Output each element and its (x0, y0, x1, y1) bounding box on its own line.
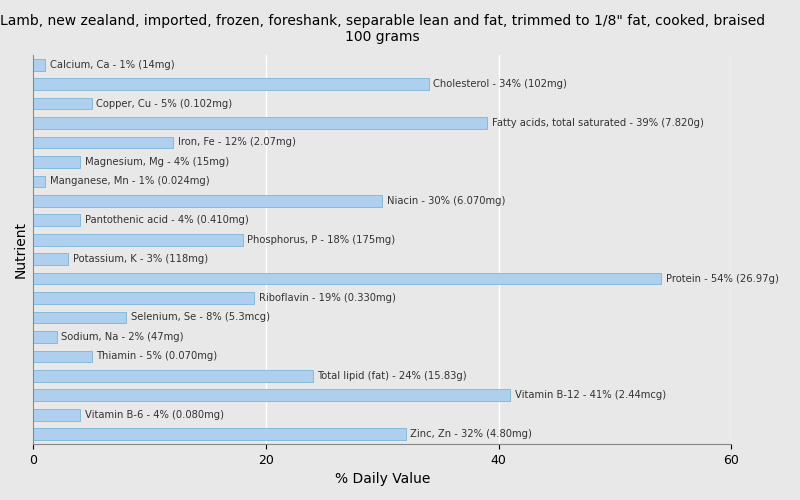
Bar (34, 331, 57, 342)
Bar (34, 234, 242, 245)
Y-axis label: Nutrient: Nutrient (14, 221, 28, 278)
Text: Potassium, K - 3% (118mg): Potassium, K - 3% (118mg) (73, 254, 208, 264)
Bar (34, 59, 45, 70)
Bar (34, 409, 80, 420)
Text: Vitamin B-12 - 41% (2.44mcg): Vitamin B-12 - 41% (2.44mcg) (515, 390, 666, 400)
X-axis label: % Daily Value: % Daily Value (334, 472, 430, 486)
Bar (34, 214, 80, 226)
Bar (34, 292, 254, 304)
Title: Lamb, new zealand, imported, frozen, foreshank, separable lean and fat, trimmed : Lamb, new zealand, imported, frozen, for… (0, 14, 765, 44)
Text: Cholesterol - 34% (102mg): Cholesterol - 34% (102mg) (434, 79, 567, 89)
Bar (34, 312, 126, 324)
Bar (34, 428, 406, 440)
Bar (34, 272, 662, 284)
Text: Magnesium, Mg - 4% (15mg): Magnesium, Mg - 4% (15mg) (85, 157, 229, 167)
Bar (34, 370, 313, 382)
Text: Riboflavin - 19% (0.330mg): Riboflavin - 19% (0.330mg) (259, 293, 396, 303)
Bar (34, 176, 45, 187)
Text: Thiamin - 5% (0.070mg): Thiamin - 5% (0.070mg) (96, 352, 218, 362)
Text: Manganese, Mn - 1% (0.024mg): Manganese, Mn - 1% (0.024mg) (50, 176, 210, 186)
Bar (34, 390, 510, 401)
Text: Pantothenic acid - 4% (0.410mg): Pantothenic acid - 4% (0.410mg) (85, 215, 248, 225)
Text: Zinc, Zn - 32% (4.80mg): Zinc, Zn - 32% (4.80mg) (410, 429, 532, 439)
Bar (34, 117, 487, 129)
Text: Protein - 54% (26.97g): Protein - 54% (26.97g) (666, 274, 779, 283)
Text: Vitamin B-6 - 4% (0.080mg): Vitamin B-6 - 4% (0.080mg) (85, 410, 224, 420)
Text: Fatty acids, total saturated - 39% (7.820g): Fatty acids, total saturated - 39% (7.82… (491, 118, 703, 128)
Text: Total lipid (fat) - 24% (15.83g): Total lipid (fat) - 24% (15.83g) (317, 371, 466, 381)
Text: Selenium, Se - 8% (5.3mcg): Selenium, Se - 8% (5.3mcg) (131, 312, 270, 322)
Text: Iron, Fe - 12% (2.07mg): Iron, Fe - 12% (2.07mg) (178, 138, 295, 147)
Bar (34, 78, 429, 90)
Text: Copper, Cu - 5% (0.102mg): Copper, Cu - 5% (0.102mg) (96, 98, 232, 108)
Text: Phosphorus, P - 18% (175mg): Phosphorus, P - 18% (175mg) (247, 234, 395, 244)
Bar (34, 195, 382, 206)
Bar (34, 136, 173, 148)
Text: Niacin - 30% (6.070mg): Niacin - 30% (6.070mg) (387, 196, 506, 206)
Text: Sodium, Na - 2% (47mg): Sodium, Na - 2% (47mg) (62, 332, 184, 342)
Bar (34, 156, 80, 168)
Text: Calcium, Ca - 1% (14mg): Calcium, Ca - 1% (14mg) (50, 60, 174, 70)
Bar (34, 254, 68, 265)
Bar (34, 98, 91, 110)
Bar (34, 350, 91, 362)
